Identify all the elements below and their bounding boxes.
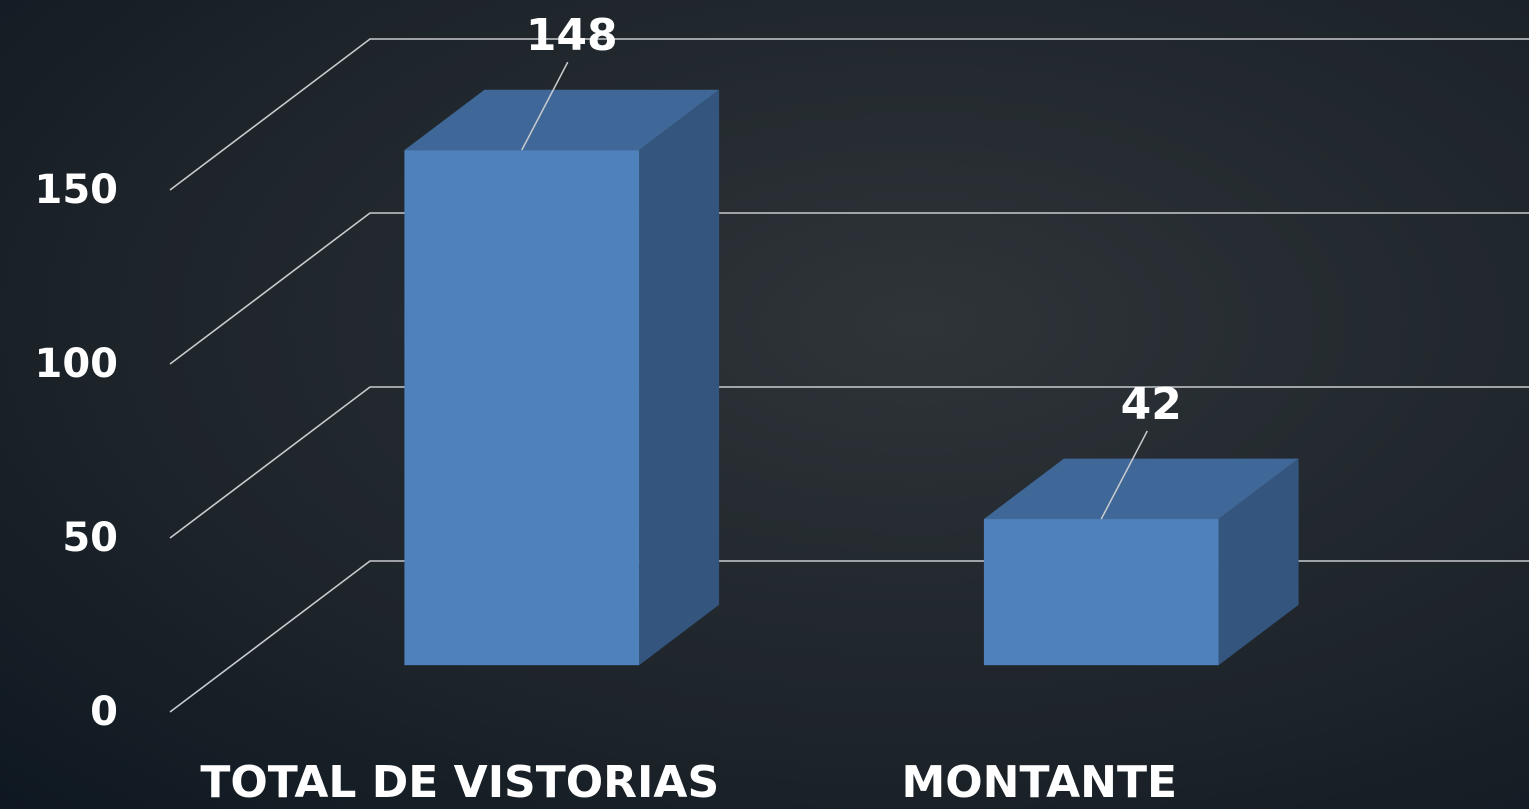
labels: 0 50 100 150 TOTAL DE VISTORIAS 148 MONTANTE 42 xyxy=(35,10,1182,808)
y-tick-label: 100 xyxy=(35,341,119,387)
bar xyxy=(983,458,1299,666)
grid-line xyxy=(169,386,1529,539)
bars xyxy=(404,89,1299,666)
x-tick-label: MONTANTE xyxy=(901,757,1177,808)
y-tick-label: 0 xyxy=(90,689,118,735)
leader-line xyxy=(521,61,569,151)
bar-front xyxy=(404,150,640,666)
bar-front xyxy=(983,519,1219,666)
bar-top xyxy=(404,89,720,151)
y-tick-label: 150 xyxy=(35,167,119,213)
bar-side xyxy=(639,89,720,666)
x-tick-label: TOTAL DE VISTORIAS xyxy=(200,757,719,808)
grid-line xyxy=(169,38,1529,191)
bar-top xyxy=(983,458,1299,520)
value-label: 42 xyxy=(1121,379,1182,430)
leader-line xyxy=(1100,430,1148,520)
bar-side xyxy=(1218,458,1299,666)
y-tick-label: 50 xyxy=(62,515,118,561)
value-label: 148 xyxy=(526,10,618,61)
grid-line xyxy=(169,212,1529,365)
bar xyxy=(404,89,720,666)
